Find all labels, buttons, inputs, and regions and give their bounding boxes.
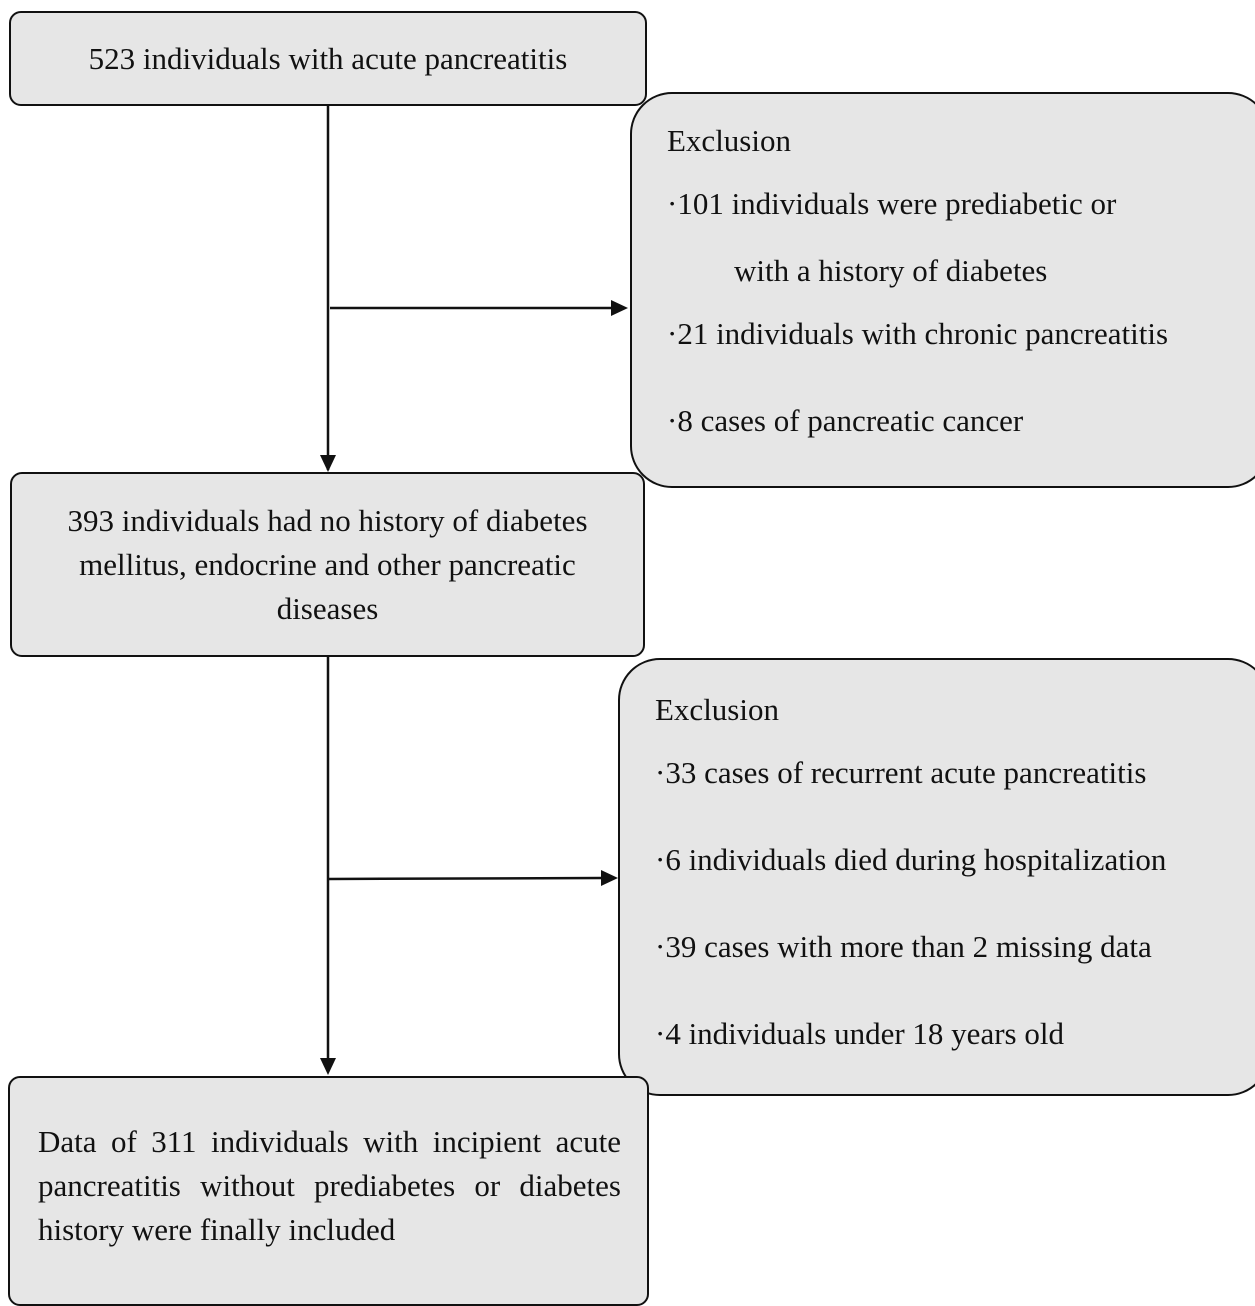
start-box: 523 individuals with acute pancreatitis — [9, 11, 647, 106]
arrowhead-start-to-middle — [320, 455, 336, 472]
middle-box: 393 individuals had no history of diabet… — [10, 472, 645, 657]
exclusion-1-title: Exclusion — [667, 123, 791, 158]
exclusion-2-item: ·4 individuals under 18 years old — [655, 1016, 1064, 1051]
middle-box-text: 393 individuals had no history of diabet… — [67, 499, 587, 631]
exclusion-box-1: Exclusion ·101 individuals were prediabe… — [630, 92, 1255, 488]
final-box-text: Data of 311 individuals with incipient a… — [38, 1124, 621, 1247]
middle-box-line: diseases — [276, 590, 379, 626]
exclusion-1-item: ·8 cases of pancreatic cancer — [667, 403, 1024, 438]
exclusion-2-title: Exclusion — [655, 692, 779, 727]
exclusion-box-2: Exclusion ·33 cases of recurrent acute p… — [618, 658, 1255, 1096]
middle-box-line: 393 individuals had no history of diabet… — [67, 502, 588, 538]
arrowhead-middle-to-final — [320, 1058, 336, 1075]
arrowhead-to-exclusion1 — [611, 300, 628, 316]
arrowhead-to-exclusion2 — [601, 870, 618, 886]
arrow-to-exclusion2 — [327, 876, 603, 881]
exclusion-2-item: ·33 cases of recurrent acute pancreatiti… — [655, 755, 1147, 790]
exclusion-1-item: ·101 individuals were prediabetic or — [667, 186, 1117, 221]
exclusion-1-item-continuation: with a history of diabetes — [734, 253, 1048, 288]
middle-box-line: mellitus, endocrine and other pancreatic — [79, 546, 576, 582]
exclusion-2-item: ·6 individuals died during hospitalizati… — [655, 842, 1167, 877]
exclusion-1-item: ·21 individuals with chronic pancreatiti… — [667, 316, 1169, 351]
exclusion-2-item: ·39 cases with more than 2 missing data — [655, 929, 1152, 964]
start-box-text: 523 individuals with acute pancreatitis — [88, 40, 568, 76]
final-box: Data of 311 individuals with incipient a… — [8, 1076, 649, 1306]
